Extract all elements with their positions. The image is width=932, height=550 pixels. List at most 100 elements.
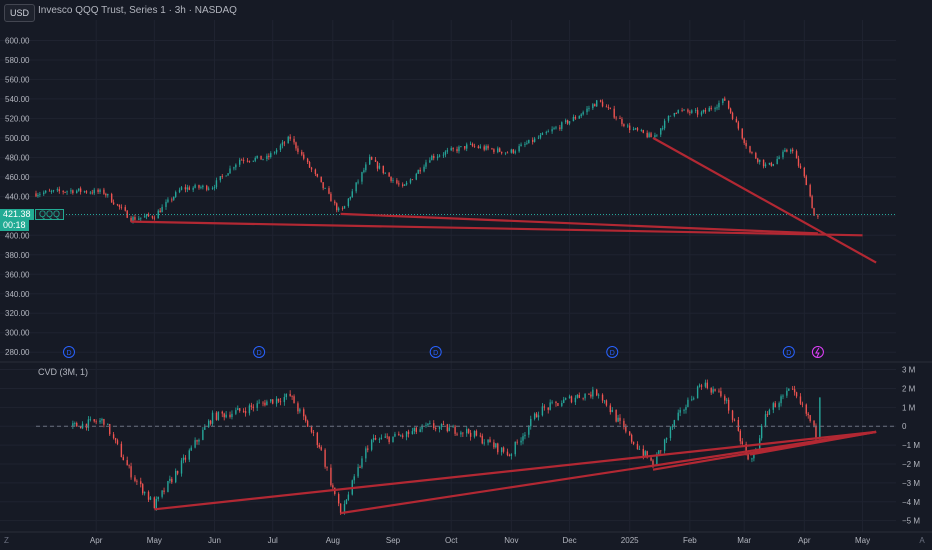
cvd-candle [665, 438, 668, 440]
price-candle [105, 193, 107, 196]
cvd-candle [221, 411, 223, 414]
price-trendlines[interactable] [131, 136, 877, 264]
cvd-candle [93, 419, 95, 422]
cvd-candle [712, 389, 714, 393]
cvd-candle [473, 430, 476, 437]
cvd-series [72, 379, 821, 515]
cvd-candle [194, 440, 196, 448]
cvd-candle [541, 406, 544, 416]
cvd-candle [386, 436, 388, 438]
dividend-marker-icon [606, 346, 619, 358]
cvd-candle [116, 440, 119, 444]
cvd-candle [510, 454, 513, 456]
price-candle [194, 185, 196, 188]
price-candle [97, 189, 99, 192]
cvd-candle [774, 403, 776, 408]
price-candle [252, 160, 255, 162]
time-tick-label: Jun [208, 536, 221, 545]
price-candle [178, 189, 181, 193]
price-candle [213, 187, 216, 189]
price-candle [442, 154, 445, 156]
price-tick-label: 580.00 [5, 56, 30, 65]
cvd-candle [337, 494, 340, 504]
cvd-candle [487, 439, 489, 443]
price-candle [85, 191, 88, 193]
cvd-candle [530, 418, 532, 427]
time-tick-label: Sep [386, 536, 401, 545]
currency-button[interactable]: USD [4, 4, 36, 22]
cvd-candle [611, 409, 613, 413]
cvd-candle [126, 460, 128, 466]
cvd-candle [310, 426, 313, 433]
cvd-candle [700, 385, 703, 387]
price-candle [376, 161, 379, 169]
timezone-icon[interactable]: Z [4, 536, 9, 545]
cvd-candle [489, 439, 491, 443]
price-candle [632, 128, 635, 130]
cvd-candle [289, 393, 291, 396]
price-candle [48, 190, 51, 192]
cvd-candle [398, 433, 400, 436]
price-candle [341, 208, 344, 210]
price-candle [235, 164, 237, 168]
cvd-candle [650, 457, 652, 461]
cvd-candle [791, 388, 794, 390]
cvd-candle [293, 396, 295, 404]
cvd-candle [731, 410, 734, 420]
time-tick-label: Apr [798, 536, 811, 545]
cvd-candle [345, 499, 348, 505]
price-candle [506, 152, 509, 154]
cvd-candle [87, 419, 90, 428]
price-candle [347, 198, 350, 207]
cvd-candle [367, 448, 369, 450]
price-candle [202, 185, 204, 188]
cvd-candle [388, 436, 390, 443]
price-candle [588, 108, 590, 109]
price-candle [66, 191, 68, 193]
price-candle [301, 151, 303, 155]
cvd-candle [182, 457, 185, 461]
price-candle [145, 214, 148, 217]
dividend-marker-icon [62, 346, 75, 358]
price-candle [273, 152, 276, 154]
cvd-candle [629, 431, 631, 435]
price-tick-label: 320.00 [5, 309, 30, 318]
price-candle [402, 184, 404, 186]
cvd-candle [615, 409, 617, 422]
price-candle [314, 169, 317, 174]
dividend-marker-label: D [66, 350, 71, 357]
price-candle [403, 184, 406, 186]
auto-scale-button[interactable]: A [919, 536, 925, 545]
cvd-candle [361, 458, 363, 468]
cvd-trendlines[interactable] [154, 430, 877, 515]
price-candle [198, 185, 200, 188]
cvd-candle [617, 417, 619, 422]
price-candle [710, 107, 712, 110]
price-candle [764, 164, 767, 167]
price-candle [619, 117, 621, 119]
cvd-candle [107, 424, 109, 425]
cvd-candle [297, 403, 299, 412]
price-candle [483, 146, 485, 150]
price-candle [487, 146, 489, 149]
price-candle [130, 217, 132, 222]
price-candle [409, 179, 412, 183]
price-candle [803, 167, 806, 177]
price-candle [694, 110, 697, 111]
time-tick-label: Mar [737, 536, 751, 545]
price-candle [555, 127, 557, 129]
cvd-candle [724, 396, 726, 401]
cvd-candle [427, 423, 429, 426]
cvd-candle [74, 423, 76, 424]
price-candle [450, 148, 452, 151]
price-candle [62, 191, 64, 193]
price-candle [473, 145, 476, 147]
cvd-candle [421, 425, 423, 430]
cvd-candle [514, 441, 516, 455]
cvd-candle [244, 411, 247, 414]
price-candle [504, 152, 507, 154]
price-badge-value: 421.38 [0, 209, 34, 220]
cvd-candle [500, 447, 503, 453]
